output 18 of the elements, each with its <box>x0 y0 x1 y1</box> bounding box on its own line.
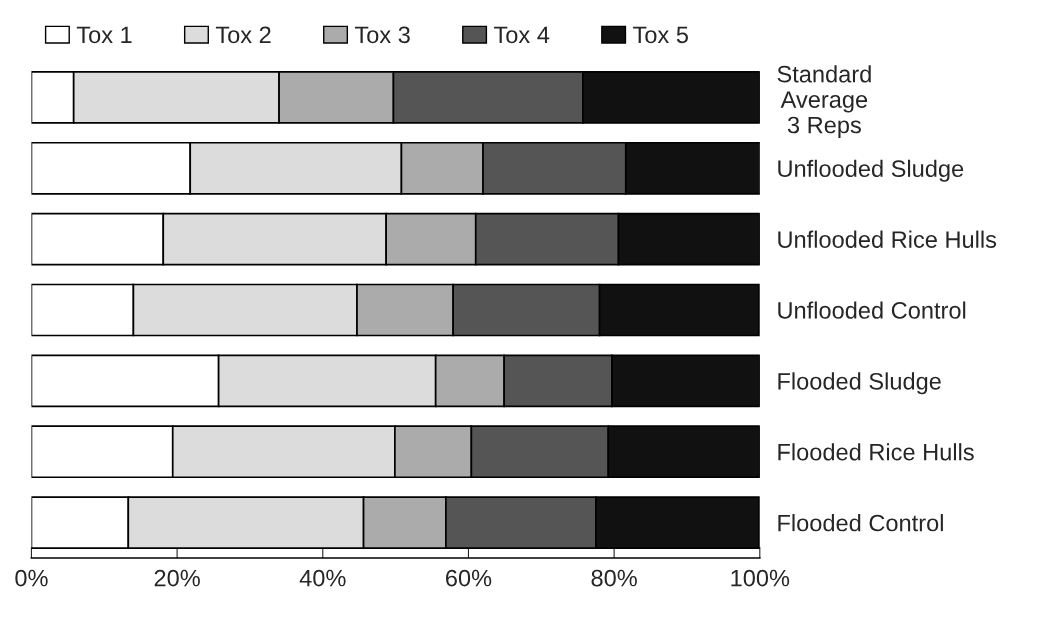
legend-label: Tox 5 <box>633 26 688 44</box>
legend-label: Tox 1 <box>76 26 132 44</box>
x-tick-label: 100% <box>731 569 790 587</box>
legend-label: Tox 3 <box>354 26 410 44</box>
x-tick-label: 80% <box>591 569 637 587</box>
legend-label: Tox 2 <box>215 26 271 44</box>
x-tick-label: 40% <box>299 569 346 587</box>
y-tick-label: Unflooded Control <box>778 301 966 319</box>
y-tick-label: Flooded Rice Hulls <box>778 443 974 461</box>
y-tick-label: Unflooded Sludge <box>778 159 964 182</box>
y-tick-label: Flooded Sludge <box>778 372 941 395</box>
y-tick-label: Standard Average 3 Reps <box>777 65 871 139</box>
x-tick-label: 20% <box>154 569 200 587</box>
y-tick-label: Flooded Control <box>778 514 943 532</box>
y-tick-label: Unflooded Rice Hulls <box>778 230 997 248</box>
x-tick-label: 60% <box>446 569 492 587</box>
x-tick-label: 0% <box>15 569 48 587</box>
legend-label: Tox 4 <box>494 26 550 44</box>
